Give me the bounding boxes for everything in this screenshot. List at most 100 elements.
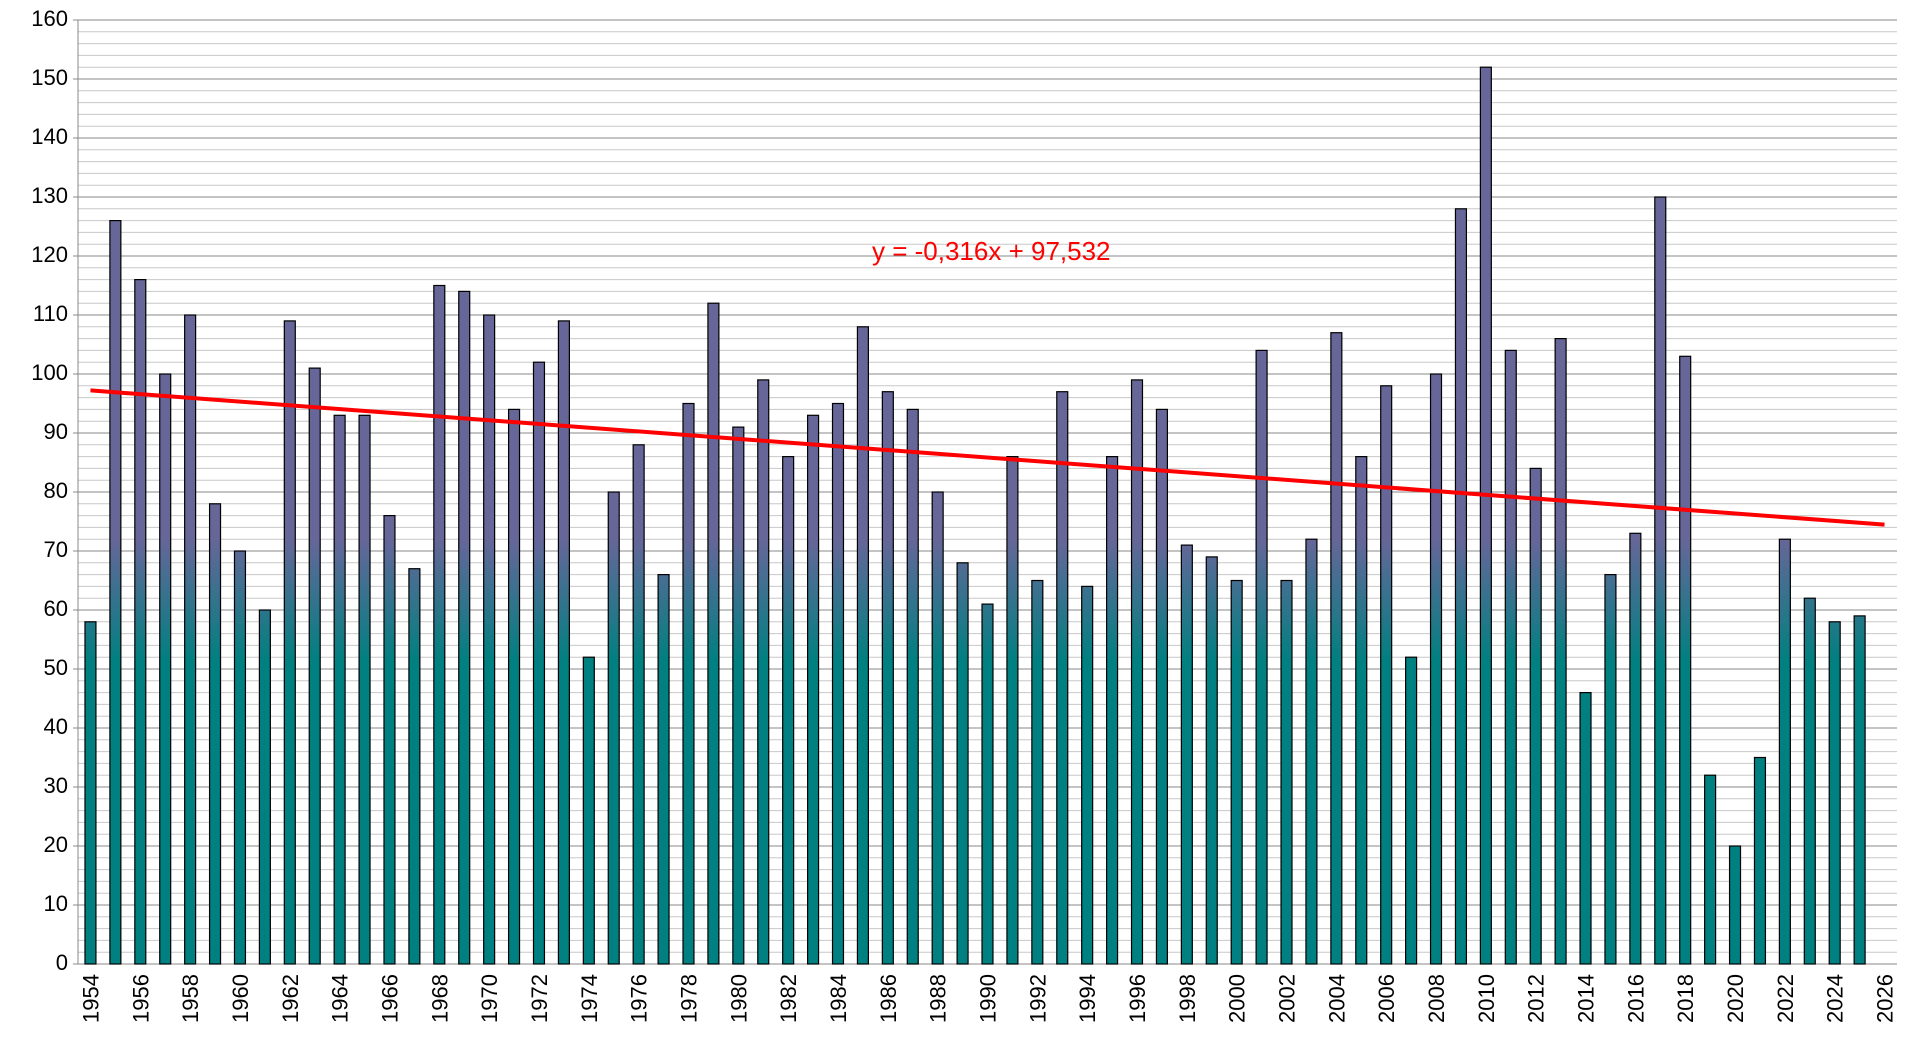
- bar: [233, 550, 247, 965]
- x-tick-label: 2020: [1723, 974, 1748, 1023]
- x-tick-label: 1974: [577, 974, 602, 1023]
- bar: [1629, 532, 1642, 965]
- bar: [1828, 621, 1841, 965]
- x-tick-label: 1988: [926, 974, 951, 1023]
- bar: [109, 220, 122, 965]
- bar: [757, 379, 770, 965]
- x-tick-label: 1968: [427, 974, 452, 1023]
- bar: [782, 456, 795, 965]
- y-tick-label: 30: [44, 773, 68, 798]
- bar: [1604, 573, 1617, 965]
- x-tick-label: 2006: [1374, 974, 1399, 1023]
- bar: [1579, 691, 1592, 965]
- bar: [1778, 538, 1791, 965]
- bar: [408, 568, 421, 965]
- bar: [1753, 756, 1767, 965]
- bar: [1728, 845, 1742, 965]
- x-tick-label: 1982: [776, 974, 801, 1023]
- x-tick-label: 1992: [1025, 974, 1050, 1023]
- bar: [433, 284, 446, 965]
- x-tick-label: 1990: [976, 974, 1001, 1023]
- bar: [1106, 456, 1119, 965]
- y-tick-label: 60: [44, 596, 68, 621]
- y-tick-label: 80: [44, 478, 68, 503]
- x-tick-label: 1994: [1075, 974, 1100, 1023]
- x-tick-label: 1954: [78, 974, 103, 1023]
- bar: [856, 326, 869, 965]
- x-tick-label: 1978: [676, 974, 701, 1023]
- x-tick-label: 2016: [1623, 974, 1648, 1023]
- bar: [333, 414, 346, 965]
- bar: [657, 573, 670, 965]
- y-tick-label: 140: [31, 124, 68, 149]
- x-tick-label: 2010: [1474, 974, 1499, 1023]
- bar: [607, 491, 620, 965]
- bar: [1504, 349, 1517, 965]
- bar: [582, 656, 595, 965]
- x-tick-label: 1966: [377, 974, 402, 1023]
- bar: [1380, 385, 1393, 965]
- bar: [1130, 379, 1144, 965]
- bar: [184, 314, 197, 965]
- x-tick-label: 2014: [1574, 974, 1599, 1023]
- x-tick-label: 1962: [278, 974, 303, 1023]
- bar: [1255, 349, 1268, 965]
- x-tick-label: 1972: [527, 974, 552, 1023]
- bar: [1554, 338, 1567, 965]
- bar: [1330, 332, 1343, 965]
- bar: [483, 314, 496, 965]
- bar: [358, 414, 371, 965]
- bar: [931, 491, 944, 965]
- bar: [1031, 579, 1044, 965]
- bar: [1529, 467, 1542, 965]
- bar: [1454, 208, 1468, 965]
- bar: [981, 603, 994, 965]
- bar: [1056, 391, 1069, 965]
- x-tick-label: 1980: [726, 974, 751, 1023]
- trendline-label: y = -0,316x + 97,532: [872, 236, 1111, 266]
- bar: [308, 367, 321, 965]
- trendline: [90, 388, 1885, 527]
- x-tick-label: 1956: [128, 974, 153, 1023]
- bar: [682, 402, 695, 965]
- x-tick-label: 1958: [178, 974, 203, 1023]
- bar: [1155, 408, 1169, 965]
- y-tick-label: 0: [56, 950, 68, 975]
- bar: [1853, 615, 1866, 965]
- x-tick-label: 2024: [1823, 974, 1848, 1023]
- x-tick-label: 1960: [228, 974, 253, 1023]
- bar: [1803, 597, 1816, 965]
- x-tick-label: 1970: [477, 974, 502, 1023]
- x-tick-label: 1986: [876, 974, 901, 1023]
- bar: [383, 514, 396, 965]
- x-tick-label: 1964: [328, 974, 353, 1023]
- bar: [532, 361, 546, 965]
- bar: [208, 503, 222, 965]
- y-tick-label: 100: [31, 360, 68, 385]
- x-tick-label: 1998: [1175, 974, 1200, 1023]
- x-tick-label: 2018: [1673, 974, 1698, 1023]
- bar: [458, 290, 471, 965]
- bar: [1230, 579, 1243, 965]
- y-tick-label: 40: [44, 714, 68, 739]
- bar: [1405, 656, 1418, 965]
- y-tick-label: 130: [31, 183, 68, 208]
- bar: [159, 373, 172, 965]
- bar: [831, 402, 845, 965]
- bar: [1654, 196, 1667, 965]
- y-tick-label: 20: [44, 832, 68, 857]
- y-tick-label: 90: [44, 419, 68, 444]
- bar: [283, 320, 296, 965]
- bar: [1479, 66, 1492, 965]
- x-tick-label: 2002: [1275, 974, 1300, 1023]
- y-tick-label: 70: [44, 537, 68, 562]
- bar: [1704, 774, 1717, 965]
- bar: [707, 302, 720, 965]
- y-tick-label: 110: [33, 301, 68, 326]
- y-tick-label: 10: [44, 891, 68, 916]
- x-tick-label: 1984: [826, 974, 851, 1023]
- bar: [906, 408, 919, 965]
- bar: [134, 279, 147, 965]
